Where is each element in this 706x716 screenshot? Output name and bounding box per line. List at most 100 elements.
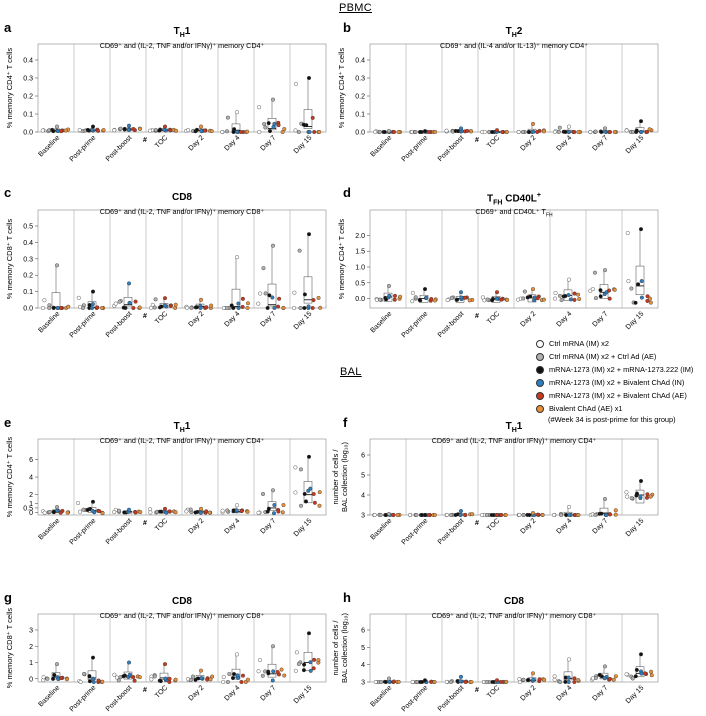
data-point — [505, 297, 510, 302]
timepoint-label: Post-prime — [401, 134, 430, 163]
timepoint-label: Day 7 — [592, 684, 610, 702]
y-tick-label: 0.3 — [23, 76, 33, 83]
data-point — [148, 510, 153, 515]
data-point — [58, 510, 63, 515]
data-point — [372, 513, 377, 518]
data-point — [382, 129, 387, 134]
data-point — [257, 105, 262, 110]
data-point — [133, 510, 138, 515]
data-point — [198, 297, 203, 302]
data-point — [240, 673, 245, 678]
data-point — [448, 680, 453, 685]
data-point — [272, 121, 277, 126]
legend-item: Ctrl mRNA (IM) x2 + Ctrl Ad (AE) — [536, 350, 693, 363]
y-tick-label: 0.4 — [355, 58, 365, 65]
data-point — [188, 507, 193, 512]
data-point — [567, 505, 572, 510]
data-point — [649, 673, 654, 678]
data-point — [556, 129, 561, 134]
data-point — [85, 127, 90, 132]
data-point — [188, 677, 193, 682]
y-axis-label: % memory CD4⁺ T cells — [337, 48, 346, 129]
hash-mark: # — [143, 313, 147, 320]
section-label-bal: BAL — [340, 366, 362, 378]
data-point — [149, 677, 154, 682]
timepoint-label: Day 15 — [625, 517, 646, 538]
timepoint-label: Baseline — [37, 134, 61, 158]
data-point — [639, 652, 644, 657]
data-point — [638, 494, 643, 499]
data-point — [96, 678, 101, 683]
data-point — [131, 306, 136, 311]
data-point — [636, 282, 641, 287]
data-point — [256, 301, 261, 306]
data-point — [63, 128, 68, 133]
data-point — [138, 126, 143, 131]
data-point — [603, 664, 608, 669]
data-point — [167, 680, 172, 685]
data-point — [444, 512, 449, 517]
y-tick-label: 0.2 — [355, 94, 365, 101]
data-point — [230, 676, 235, 681]
data-point — [236, 306, 241, 311]
y-tick-label: 0.5 — [23, 224, 33, 231]
data-point — [55, 124, 60, 129]
data-point — [639, 295, 644, 300]
data-point — [194, 305, 199, 310]
data-point — [76, 501, 81, 506]
data-point — [504, 679, 509, 684]
data-point — [552, 674, 557, 679]
data-point — [293, 81, 298, 86]
data-point — [265, 509, 270, 514]
timepoint-label: Day 4 — [556, 134, 574, 152]
legend-swatch — [536, 353, 544, 361]
data-point — [588, 129, 593, 134]
y-tick-label: 1.0 — [355, 265, 365, 272]
data-point — [239, 680, 244, 685]
timepoint-label: Day 7 — [592, 310, 610, 328]
data-point — [225, 306, 230, 311]
data-point — [624, 490, 629, 495]
data-point — [639, 279, 644, 284]
data-point — [410, 299, 415, 304]
panel-label-f: f — [343, 415, 348, 430]
data-point — [162, 662, 167, 667]
box — [123, 297, 133, 307]
data-point — [280, 510, 285, 515]
data-point — [432, 680, 437, 685]
data-point — [572, 129, 577, 134]
data-point — [531, 287, 536, 292]
data-point — [495, 513, 500, 518]
data-point — [576, 513, 581, 518]
data-point — [317, 129, 322, 134]
data-point — [90, 302, 95, 307]
data-point — [234, 503, 239, 508]
data-point — [525, 295, 530, 300]
data-point — [198, 124, 203, 129]
data-point — [467, 298, 472, 303]
data-point — [112, 672, 117, 677]
data-point — [90, 655, 95, 660]
data-point — [396, 679, 401, 684]
data-point — [91, 676, 96, 681]
y-axis-label: % memory CD4⁺ T cells — [5, 48, 14, 129]
data-point — [91, 680, 96, 685]
data-point — [593, 129, 598, 134]
data-point — [633, 674, 638, 679]
timepoint-label: Day 7 — [592, 134, 610, 152]
data-point — [303, 499, 308, 504]
data-point — [185, 305, 190, 310]
data-point — [593, 512, 598, 517]
data-point — [225, 680, 230, 685]
data-point — [256, 669, 261, 674]
data-point — [557, 293, 562, 298]
box — [51, 292, 61, 308]
data-point — [504, 129, 509, 134]
data-point — [167, 509, 172, 514]
data-point — [90, 124, 95, 129]
data-point — [270, 295, 275, 300]
data-point — [459, 509, 464, 514]
section-label-pbmc: PBMC — [339, 2, 372, 14]
timepoint-label: Day 2 — [188, 517, 206, 535]
data-point — [639, 227, 644, 232]
